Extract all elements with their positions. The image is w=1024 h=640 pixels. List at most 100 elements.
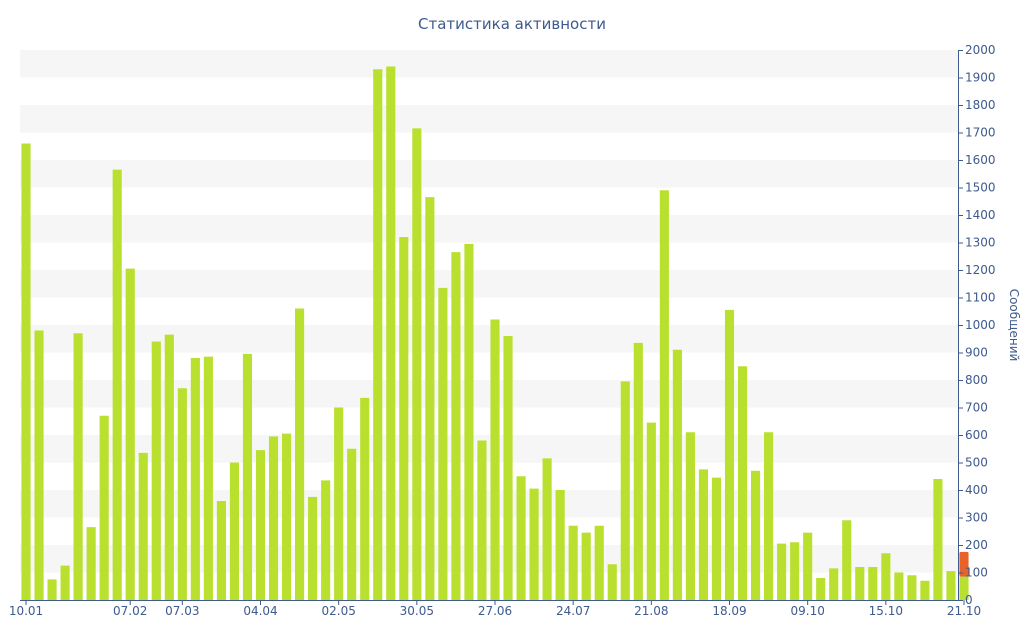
bar	[646, 422, 656, 600]
bar	[21, 143, 31, 600]
bar	[99, 415, 109, 600]
y-tick-label: 1900	[965, 71, 996, 85]
bar	[34, 330, 44, 600]
x-tick-label: 18.09	[712, 604, 746, 618]
bar	[268, 436, 279, 600]
grid-bands	[20, 50, 958, 573]
y-tick-label: 2000	[965, 43, 996, 57]
bar	[490, 319, 500, 600]
y-tick-label: 800	[965, 373, 988, 387]
x-tick-label: 10.01	[9, 604, 43, 618]
y-ticks-group: 0 100 200 300 400 500 600 700 800 900 1000 1100 1200…	[958, 43, 996, 607]
grid-band	[20, 380, 958, 408]
bar	[881, 553, 891, 600]
bar	[373, 69, 383, 600]
y-tick-label: 1100	[965, 291, 996, 305]
x-tick-label: 30.05	[400, 604, 434, 618]
bar	[920, 580, 930, 600]
y-tick-label: 1000	[965, 318, 996, 332]
bar	[281, 433, 292, 600]
bar	[334, 407, 344, 600]
bar	[73, 333, 83, 600]
x-tick-label: 09.10	[790, 604, 824, 618]
x-tick-label: 21.08	[634, 604, 668, 618]
bar	[816, 578, 826, 600]
bar	[907, 575, 917, 600]
y-tick-label: 600	[965, 428, 988, 442]
y-tick-label: 500	[965, 456, 988, 470]
bar	[164, 334, 174, 600]
bar	[777, 543, 787, 600]
x-tick-label: 07.02	[113, 604, 147, 618]
y-tick-label: 0	[965, 593, 973, 607]
bar	[151, 341, 161, 600]
x-tick-label: 04.04	[243, 604, 277, 618]
y-tick-label: 1200	[965, 263, 996, 277]
bar	[308, 496, 318, 600]
bar	[386, 66, 396, 600]
bar	[790, 542, 800, 600]
x-tick-label: 02.05	[321, 604, 355, 618]
y-tick-label: 1500	[965, 181, 996, 195]
bar	[203, 356, 213, 600]
bar	[737, 366, 748, 600]
bar	[959, 576, 969, 600]
grid-band	[20, 435, 958, 463]
bar	[894, 572, 904, 600]
bar	[803, 532, 813, 600]
bar	[177, 388, 187, 600]
bar	[255, 450, 266, 600]
grid-band	[20, 215, 958, 243]
y-tick-label: 100	[965, 566, 988, 580]
bar	[295, 308, 305, 600]
grid-band	[20, 105, 958, 133]
bar	[229, 462, 240, 600]
grid-band	[20, 50, 958, 78]
bar-highlight	[959, 551, 969, 577]
grid-band	[20, 160, 958, 188]
bar	[685, 432, 695, 600]
bar	[516, 476, 526, 600]
y-tick-label: 1300	[965, 236, 996, 250]
y-tick-label: 900	[965, 346, 988, 360]
grid-band	[20, 490, 958, 518]
bar	[529, 488, 539, 600]
bar	[633, 342, 643, 600]
y-tick-label: 1600	[965, 153, 996, 167]
y-axis-title: Сообщений	[1007, 289, 1021, 362]
bar	[477, 440, 487, 600]
bar	[125, 268, 135, 600]
y-tick-label: 400	[965, 483, 988, 497]
bar	[724, 309, 735, 600]
bar	[764, 432, 774, 600]
bar	[581, 532, 591, 600]
bar	[672, 349, 682, 600]
x-ticks-group: 10.01 07.02 07.03 04.04 02.05 30.05 27.06 24.07…	[9, 600, 981, 618]
grid-band	[20, 325, 958, 353]
x-tick-label: 15.10	[869, 604, 903, 618]
x-tick-label: 21.10	[947, 604, 981, 618]
bar	[868, 567, 878, 600]
bar	[829, 568, 839, 600]
chart-title: Статистика активности	[418, 15, 606, 33]
bar	[842, 520, 852, 600]
bar	[464, 243, 474, 600]
bar	[347, 448, 357, 600]
x-tick-label: 27.06	[478, 604, 512, 618]
bar	[360, 397, 370, 600]
grid-band	[20, 545, 958, 573]
bar	[112, 169, 122, 600]
y-tick-label: 200	[965, 538, 988, 552]
bar	[451, 252, 461, 600]
bar	[47, 579, 57, 600]
grid-band	[20, 270, 958, 298]
bar	[750, 470, 761, 600]
y-tick-label: 1700	[965, 126, 996, 140]
bar	[321, 480, 331, 600]
bar	[425, 197, 435, 600]
y-tick-label: 1400	[965, 208, 996, 222]
bar	[659, 190, 669, 600]
bar	[568, 525, 578, 600]
y-tick-label: 700	[965, 401, 988, 415]
bar	[946, 571, 956, 600]
